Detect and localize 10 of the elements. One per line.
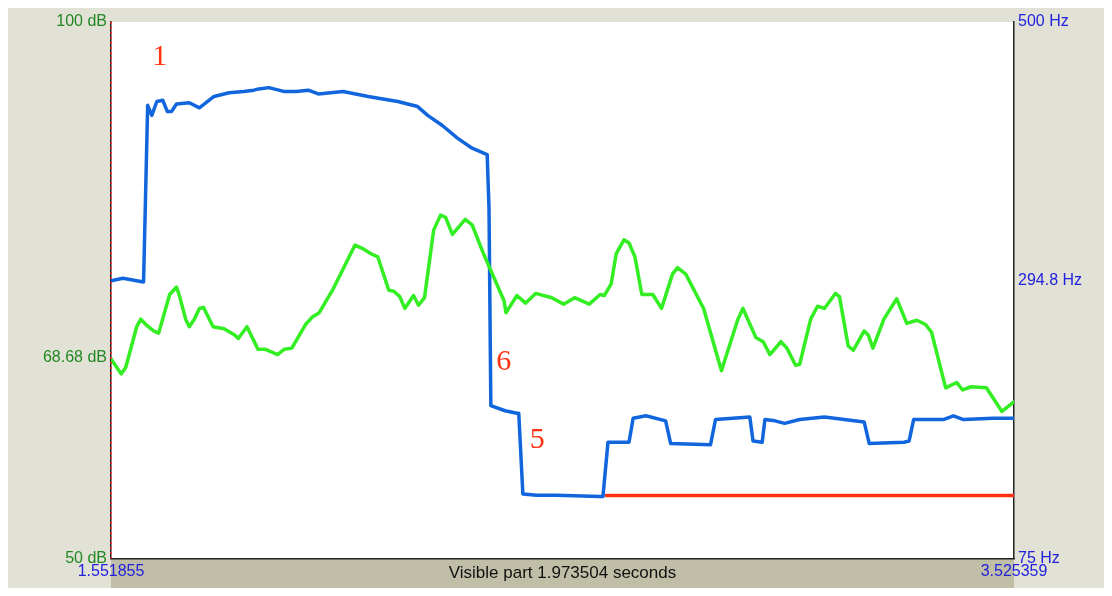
annotation: 5 — [529, 421, 545, 455]
y-tick-label: 68.68 dB — [42, 348, 107, 366]
annotation: 1 — [152, 37, 168, 71]
y2-tick-label: 294.8 Hz — [1018, 271, 1083, 289]
x-tick-label: 1.551855 — [77, 562, 145, 580]
y2-tick-label: 500 Hz — [1018, 12, 1069, 30]
annotation: 6 — [496, 343, 512, 377]
y-tick-label: 100 dB — [56, 12, 107, 30]
x-axis-title: Visible part 1.973504 seconds — [448, 563, 677, 583]
x-tick-label: 3.525359 — [980, 562, 1048, 580]
